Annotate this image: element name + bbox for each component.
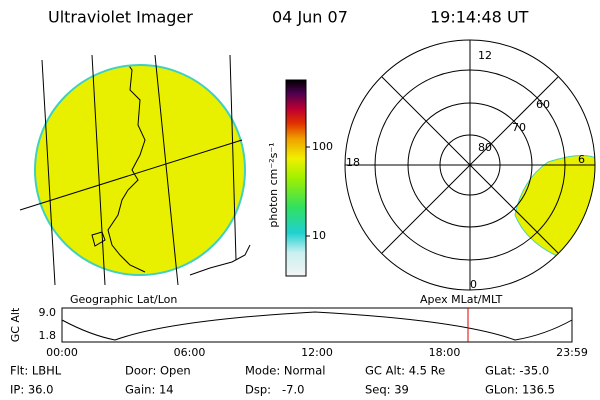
info-field: Mode: Normal xyxy=(245,364,325,378)
mlt-label: 6 xyxy=(578,153,585,166)
colorbar-tick: 10 xyxy=(312,229,326,242)
earth-image xyxy=(19,54,251,286)
colorbar-label: photon cm⁻²s⁻¹ xyxy=(267,142,280,227)
mlt-label: 12 xyxy=(478,49,492,62)
mlt-label: 18 xyxy=(346,156,360,169)
info-field: GLon: 136.5 xyxy=(485,383,555,397)
colorbar xyxy=(285,79,307,277)
time: 19:14:48 UT xyxy=(430,8,529,27)
panel-label: Apex MLat/MLT xyxy=(420,293,503,306)
x-tick: 12:00 xyxy=(301,346,333,359)
colorbar-tick: 100 xyxy=(312,140,333,153)
timeline xyxy=(61,307,573,343)
polar-plot xyxy=(344,39,596,291)
lat-label: 60 xyxy=(536,98,550,111)
info-field: GLat: -35.0 xyxy=(485,364,549,378)
info-field: IP: 36.0 xyxy=(10,383,53,397)
y-tick: 9.0 xyxy=(39,306,57,319)
lat-label: 80 xyxy=(478,141,492,154)
panel-label: Geographic Lat/Lon xyxy=(70,293,177,306)
title: Ultraviolet Imager xyxy=(48,8,193,27)
x-tick: 06:00 xyxy=(174,346,206,359)
info-field: Seq: 39 xyxy=(365,383,409,397)
x-tick: 23:59 xyxy=(556,346,588,359)
info-field: GC Alt: 4.5 Re xyxy=(365,364,445,378)
info-field: Flt: LBHL xyxy=(10,364,62,378)
lat-label: 70 xyxy=(512,121,526,134)
x-tick: 00:00 xyxy=(46,346,78,359)
date: 04 Jun 07 xyxy=(272,8,348,27)
y-tick: 1.8 xyxy=(39,329,57,342)
x-tick: 18:00 xyxy=(429,346,461,359)
info-field: Door: Open xyxy=(125,364,191,378)
info-field: Dsp: -7.0 xyxy=(245,383,304,397)
info-field: Gain: 14 xyxy=(125,383,174,397)
mlt-label: 0 xyxy=(470,278,477,291)
timeline-ylabel: GC Alt xyxy=(9,307,22,342)
